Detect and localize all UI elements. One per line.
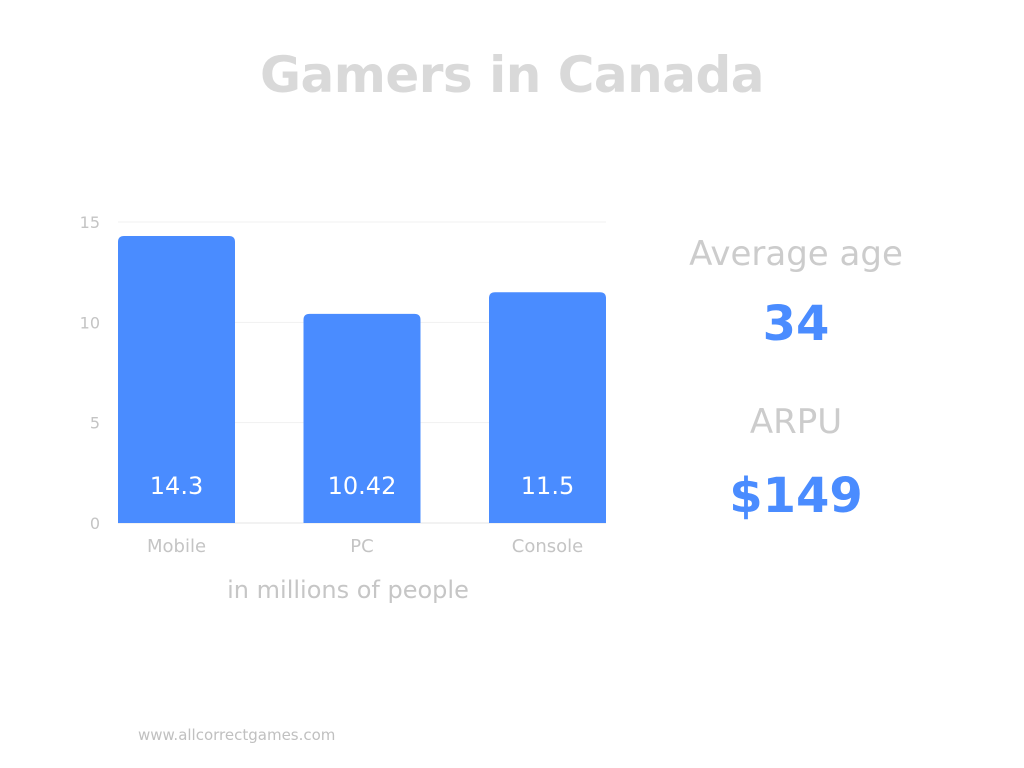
arpu-value: $149 <box>729 468 863 524</box>
bar-pc <box>303 313 421 523</box>
bar-data-label: 11.5 <box>521 472 574 500</box>
y-tick-label: 10 <box>80 313 100 332</box>
x-axis-caption: in millions of people <box>227 576 469 604</box>
bar-mobile <box>118 236 235 523</box>
bar-console <box>489 292 606 523</box>
footer-website: www.allcorrectgames.com <box>138 726 336 744</box>
x-tick-label: Mobile <box>147 536 206 557</box>
bar-data-label: 10.42 <box>328 472 397 500</box>
average-age-value: 34 <box>762 296 830 352</box>
y-tick-label: 0 <box>90 514 100 533</box>
x-tick-label: Console <box>512 536 583 557</box>
arpu-label: ARPU <box>749 402 843 442</box>
average-age-label: Average age <box>689 234 903 274</box>
y-tick-label: 5 <box>90 414 100 433</box>
chart-title: Gamers in Canada <box>259 46 765 104</box>
x-tick-label: PC <box>350 536 373 557</box>
y-tick-label: 15 <box>80 213 100 232</box>
bar-data-label: 14.3 <box>150 472 203 500</box>
